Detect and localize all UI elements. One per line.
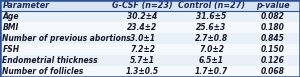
Text: Endometrial thickness: Endometrial thickness [2,56,98,65]
Text: G-CSF (n=23): G-CSF (n=23) [112,1,173,10]
Text: Parameter: Parameter [2,1,50,10]
Text: p-value: p-value [256,1,290,10]
Text: 6.5±1: 6.5±1 [199,56,224,65]
Text: 31.6±5: 31.6±5 [196,12,226,21]
Text: Number of follicles: Number of follicles [2,67,84,76]
Text: 30.2±4: 30.2±4 [128,12,158,21]
Text: 23.4±2: 23.4±2 [128,23,158,32]
Text: 1.3±0.5: 1.3±0.5 [126,67,159,76]
Text: 7.0±2: 7.0±2 [199,45,224,54]
Text: 7.2±2: 7.2±2 [130,45,155,54]
Text: 0.082: 0.082 [261,12,285,21]
Bar [0,44,300,55]
Bar [0,22,300,33]
Text: FSH: FSH [2,45,20,54]
Text: 0.845: 0.845 [261,34,285,43]
Text: 0.150: 0.150 [261,45,285,54]
Text: 0.180: 0.180 [261,23,285,32]
Text: 3.0±1: 3.0±1 [130,34,155,43]
Text: BMI: BMI [2,23,19,32]
Text: 0.126: 0.126 [261,56,285,65]
Bar [0,33,300,44]
Text: 2.7±0.8: 2.7±0.8 [195,34,228,43]
Text: Number of previous abortions: Number of previous abortions [2,34,131,43]
Bar [0,11,300,22]
Bar [0,66,300,77]
Text: 25.6±3: 25.6±3 [196,23,226,32]
Text: Age: Age [2,12,19,21]
Bar [0,0,300,11]
Text: 1.7±0.7: 1.7±0.7 [195,67,228,76]
Text: 0.068: 0.068 [261,67,285,76]
Text: 5.7±1: 5.7±1 [130,56,155,65]
Text: Control (n=27): Control (n=27) [178,1,245,10]
Bar [0,55,300,66]
